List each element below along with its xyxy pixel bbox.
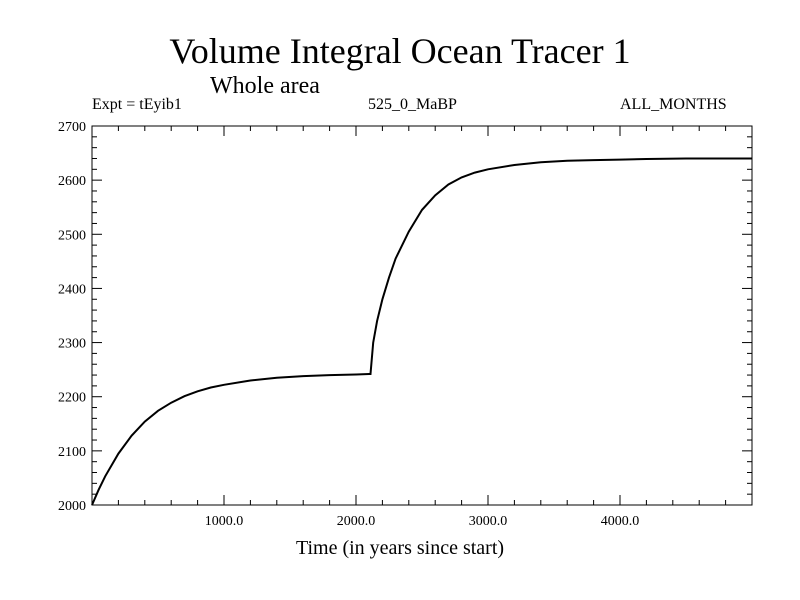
- x-tick-label: 4000.0: [601, 514, 640, 529]
- chart-subtitle: Whole area: [210, 73, 320, 99]
- x-tick-label: 2000.0: [337, 514, 376, 529]
- y-tick-label: 2600: [58, 174, 86, 189]
- experiment-label: Expt = tEyib1: [92, 96, 182, 113]
- months-label: ALL_MONTHS: [620, 96, 727, 113]
- y-tick-label: 2100: [58, 445, 86, 460]
- y-tick-label: 2400: [58, 282, 86, 297]
- plot-frame: [91, 125, 753, 506]
- period-label: 525_0_MaBP: [368, 96, 457, 113]
- chart-title: Volume Integral Ocean Tracer 1: [169, 31, 631, 71]
- series-line: [91, 157, 752, 506]
- y-tick-label: 2000: [58, 499, 86, 514]
- x-tick-label: 1000.0: [205, 514, 244, 529]
- y-tick-label: 2300: [58, 337, 86, 352]
- y-tick-label: 2700: [58, 120, 86, 135]
- y-tick-label: 2500: [58, 228, 86, 243]
- y-tick-label: 2200: [58, 391, 86, 406]
- x-tick-label: 3000.0: [469, 514, 508, 529]
- tick-labels: 2000 2100 2200 2300 2400 2500 2600 2700 1000.0 20…: [58, 120, 639, 529]
- axis-ticks: [92, 125, 752, 506]
- x-axis-label: Time (in years since start): [295, 537, 505, 559]
